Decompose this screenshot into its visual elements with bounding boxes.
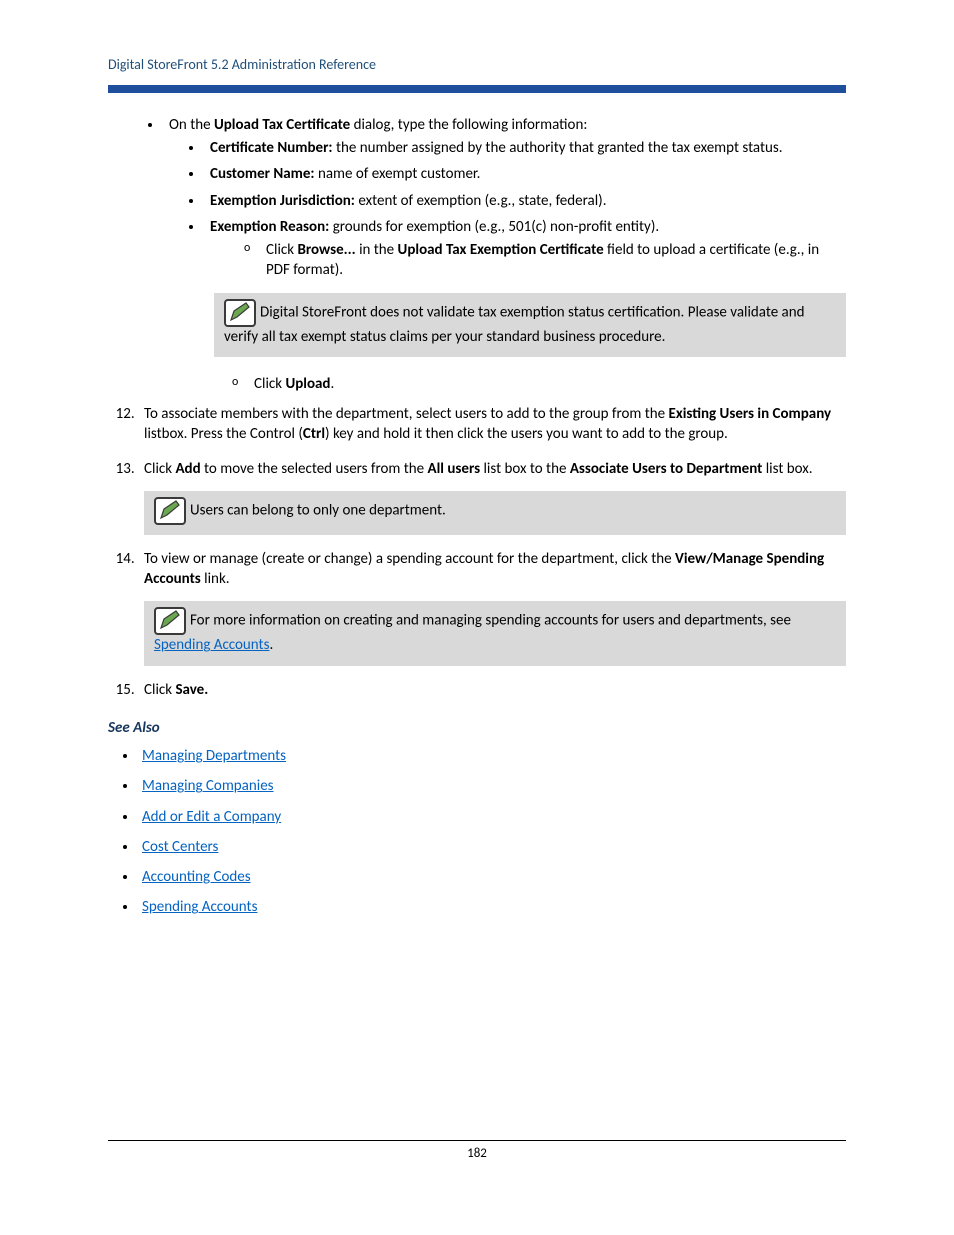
step-15: Click Save. <box>138 680 846 700</box>
note-box-3: For more information on creating and man… <box>144 601 846 665</box>
see-also-link[interactable]: Spending Accounts <box>142 898 257 916</box>
note-box-1: Digital StoreFront does not validate tax… <box>214 293 846 357</box>
step-14: To view or manage (create or change) a s… <box>138 549 846 666</box>
see-also-list: Managing Departments Managing Companies … <box>108 746 846 918</box>
pencil-icon <box>154 607 186 635</box>
note-box-2: Users can belong to only one department. <box>144 491 846 535</box>
text: . <box>269 636 273 654</box>
list-item: Add or Edit a Company <box>138 807 846 827</box>
text: listbox. Press the Control ( <box>144 425 303 443</box>
page: Digital StoreFront 5.2 Administration Re… <box>0 0 954 1235</box>
bold-text: Browse... <box>297 241 355 259</box>
text: On the <box>169 116 214 134</box>
field-text: extent of exemption (e.g., state, federa… <box>355 192 607 210</box>
sub-upload: Click Upload. <box>232 374 846 394</box>
bold-text: Upload Tax Exemption Certificate <box>398 241 604 259</box>
bold-text: Associate Users to Department <box>570 460 763 478</box>
list-item: Managing Departments <box>138 746 846 766</box>
see-also-link[interactable]: Managing Companies <box>142 777 274 795</box>
text: link. <box>201 570 230 588</box>
note-text: Digital StoreFront does not validate tax… <box>224 303 805 345</box>
see-also-link[interactable]: Add or Edit a Company <box>142 808 281 826</box>
text: list box. <box>762 460 812 478</box>
upload-dialog-bullet: On the Upload Tax Certificate dialog, ty… <box>108 115 846 281</box>
sub-browse: Click Browse... in the Upload Tax Exempt… <box>244 240 846 281</box>
text: To view or manage (create or change) a s… <box>144 550 675 568</box>
bold-text: Existing Users in Company <box>669 405 832 423</box>
field-reason: Exemption Reason: grounds for exemption … <box>204 217 846 281</box>
text: Click <box>266 241 297 259</box>
text: ) key and hold it then click the users y… <box>325 425 728 443</box>
text: list box to the <box>480 460 570 478</box>
text: in the <box>356 241 398 259</box>
field-list: Certificate Number: the number assigned … <box>169 138 846 281</box>
text: To associate members with the department… <box>144 405 669 423</box>
field-label: Certificate Number: <box>210 139 333 157</box>
text: Click <box>144 681 175 699</box>
bold-text: Upload Tax Certificate <box>214 116 350 134</box>
step-12: To associate members with the department… <box>138 404 846 445</box>
footer-rule <box>108 1140 846 1141</box>
content: On the Upload Tax Certificate dialog, ty… <box>108 115 846 918</box>
numbered-steps: To associate members with the department… <box>108 404 846 700</box>
field-jurisdiction: Exemption Jurisdiction: extent of exempt… <box>204 191 846 211</box>
list-item: Managing Companies <box>138 776 846 796</box>
bold-text: Upload <box>285 375 330 393</box>
sub-steps: Click Browse... in the Upload Tax Exempt… <box>210 240 846 281</box>
list-item: Cost Centers <box>138 837 846 857</box>
field-label: Exemption Reason: <box>210 218 329 236</box>
step-13: Click Add to move the selected users fro… <box>138 459 846 535</box>
field-text: grounds for exemption (e.g., 501(c) non-… <box>329 218 659 236</box>
field-cert: Certificate Number: the number assigned … <box>204 138 846 158</box>
bold-text: Add <box>175 460 200 478</box>
bold-text: All users <box>428 460 481 478</box>
upload-dialog-intro: On the Upload Tax Certificate dialog, ty… <box>163 115 846 281</box>
field-label: Customer Name: <box>210 165 315 183</box>
sub-steps-2: Click Upload. <box>198 374 846 394</box>
list-item: Spending Accounts <box>138 897 846 917</box>
pencil-icon <box>224 299 256 327</box>
pencil-icon <box>154 497 186 525</box>
text: to move the selected users from the <box>201 460 428 478</box>
text: Click <box>254 375 285 393</box>
note-text: For more information on creating and man… <box>190 612 791 630</box>
bold-text: Ctrl <box>303 425 325 443</box>
header-rule <box>108 85 846 93</box>
field-label: Exemption Jurisdiction: <box>210 192 355 210</box>
field-text: name of exempt customer. <box>315 165 481 183</box>
footer: 182 <box>108 1140 846 1163</box>
spending-accounts-link[interactable]: Spending Accounts <box>154 636 269 654</box>
bold-text: Save. <box>175 681 208 699</box>
field-text: the number assigned by the authority tha… <box>333 139 783 157</box>
note-text: Users can belong to only one department. <box>190 501 446 519</box>
text: Click <box>144 460 175 478</box>
text: dialog, type the following information: <box>350 116 587 134</box>
page-number: 182 <box>108 1145 846 1163</box>
see-also-heading: See Also <box>108 718 846 738</box>
see-also-link[interactable]: Cost Centers <box>142 838 218 856</box>
see-also-link[interactable]: Managing Departments <box>142 747 286 765</box>
see-also-link[interactable]: Accounting Codes <box>142 868 251 886</box>
list-item: Accounting Codes <box>138 867 846 887</box>
field-customer: Customer Name: name of exempt customer. <box>204 164 846 184</box>
header-title: Digital StoreFront 5.2 Administration Re… <box>108 56 846 75</box>
text: . <box>330 375 334 393</box>
